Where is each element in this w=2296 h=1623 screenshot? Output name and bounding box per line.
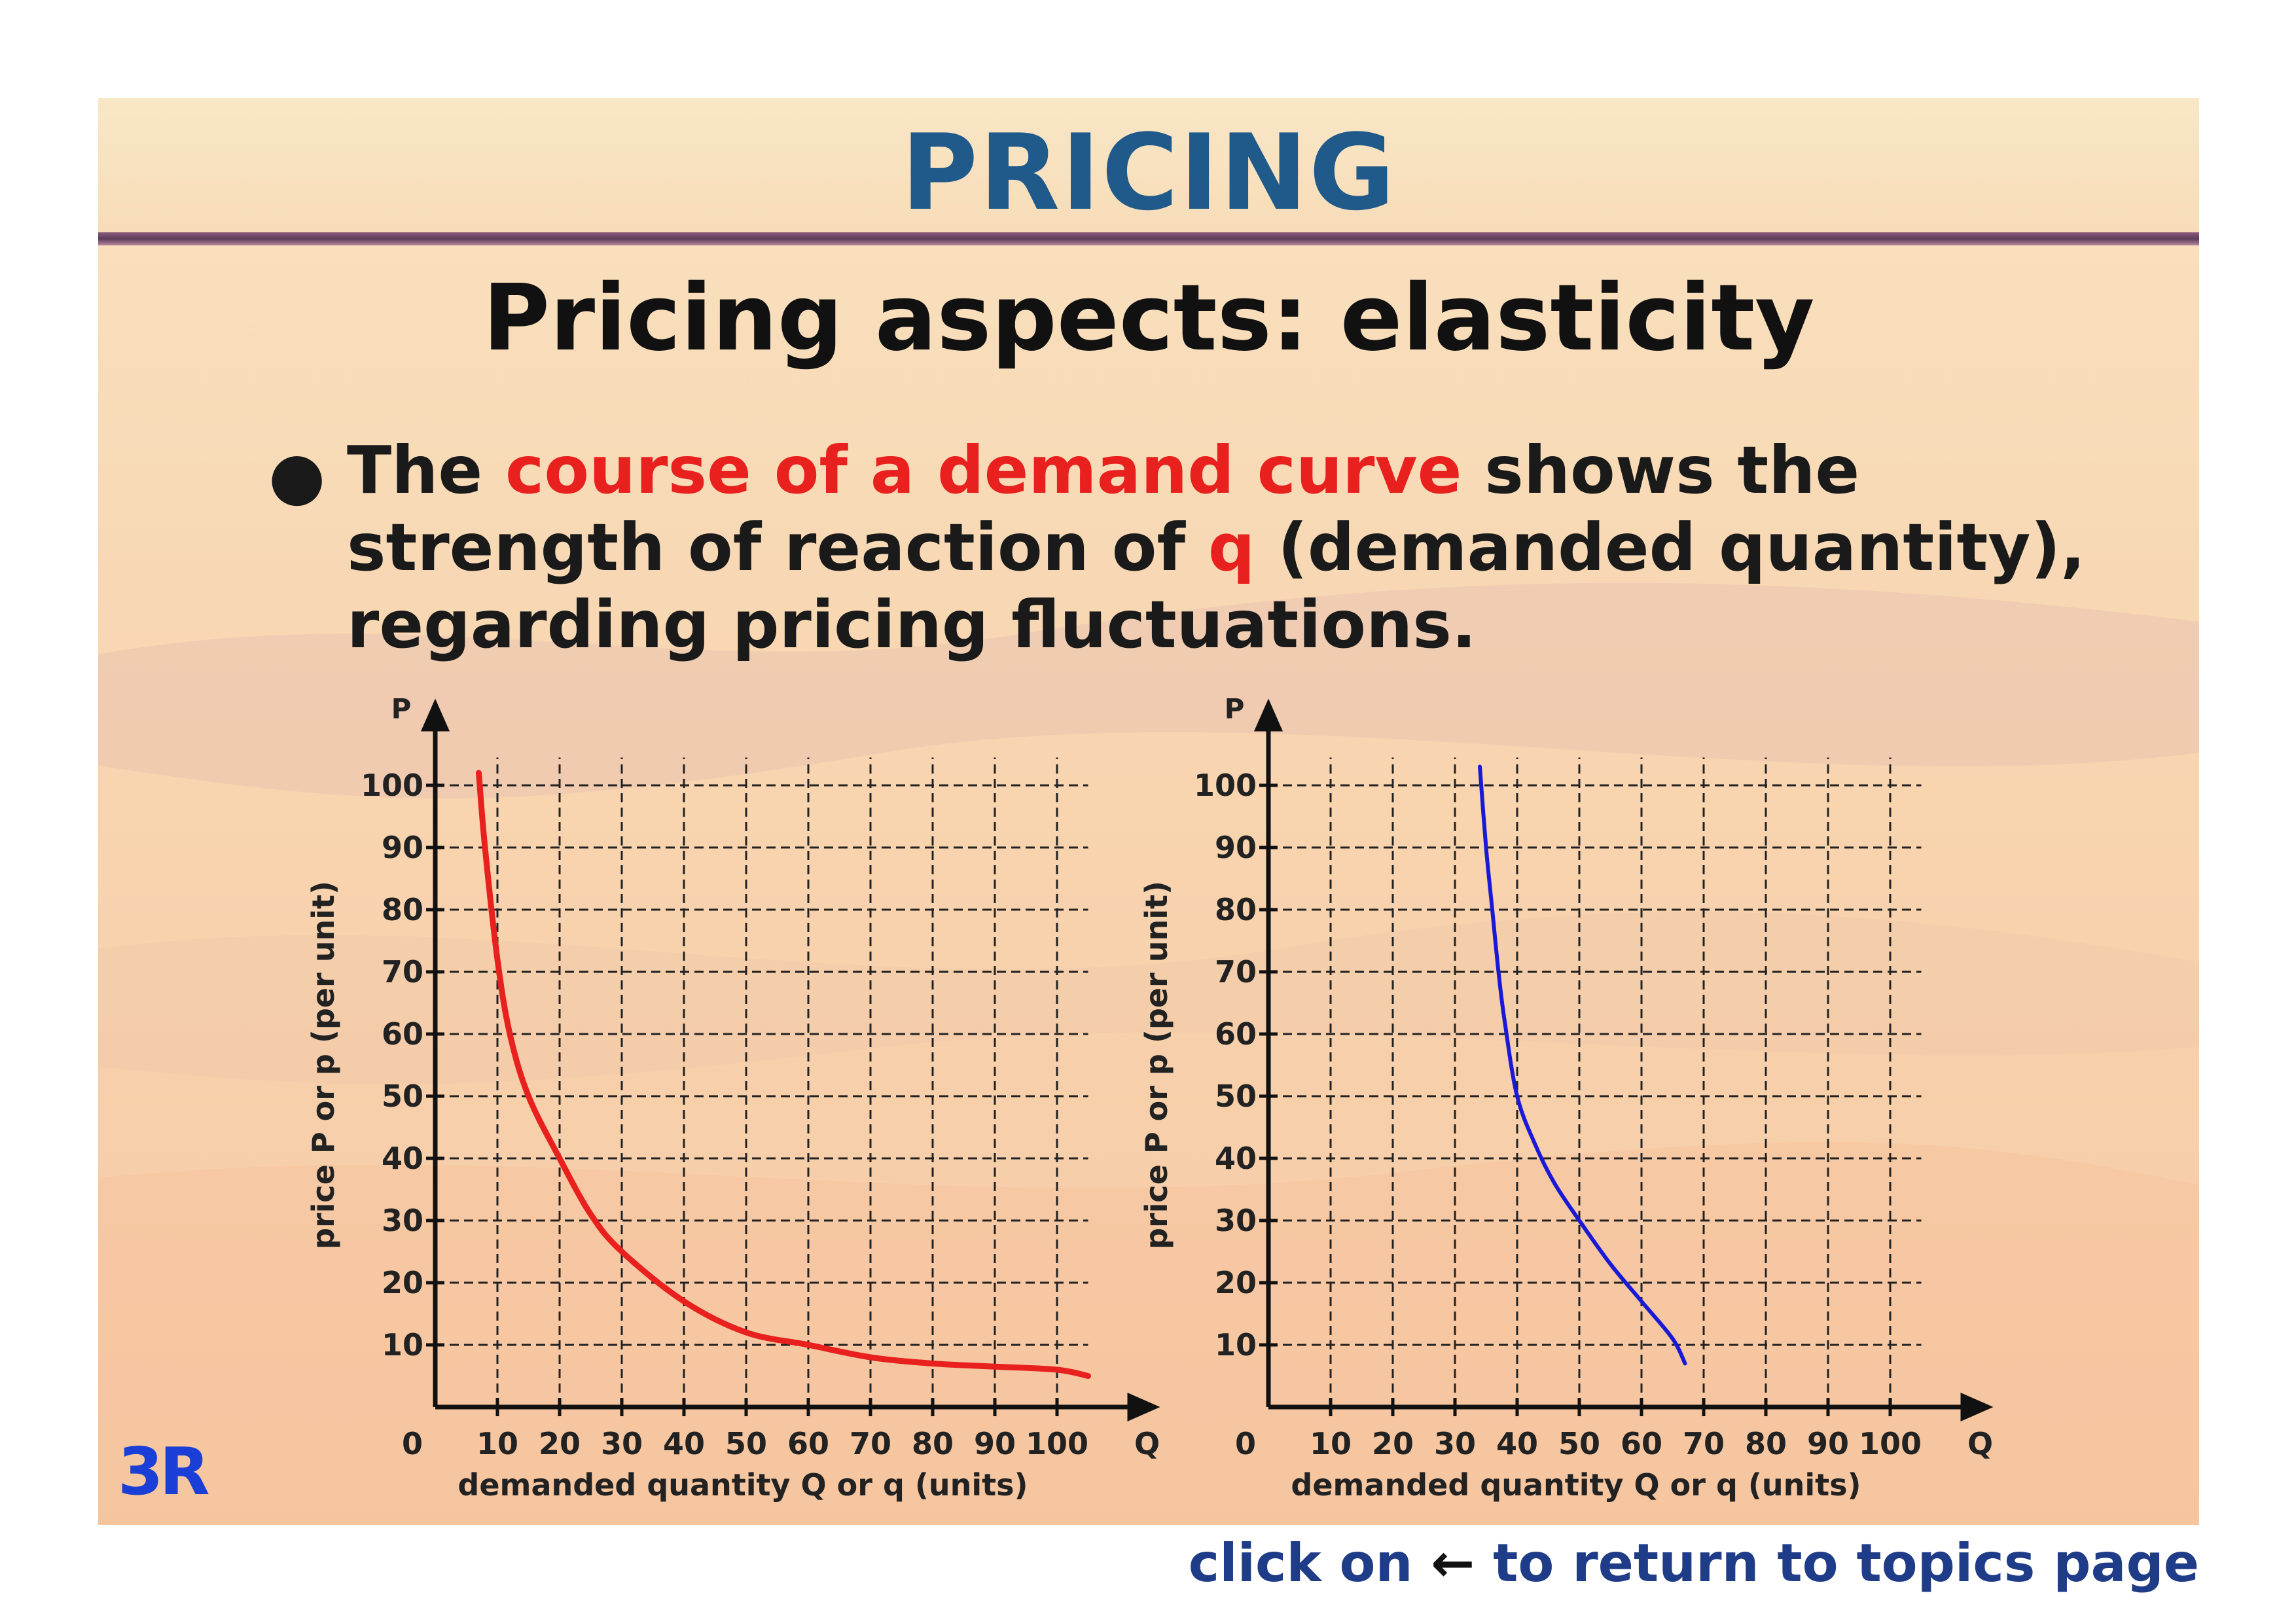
y-tick-label: 60 — [382, 1016, 423, 1052]
y-tick-label: 90 — [1215, 830, 1257, 865]
bullet-text-part1: The — [347, 432, 506, 508]
origin-label: 0 — [402, 1426, 423, 1461]
left-arrow-icon[interactable]: ← — [1431, 1533, 1475, 1594]
x-tick-label: 20 — [1372, 1426, 1414, 1461]
x-tick-label: 50 — [1558, 1426, 1600, 1461]
y-tick-label: 50 — [1215, 1079, 1257, 1114]
y-tick-label: 10 — [1215, 1327, 1257, 1363]
header-divider — [98, 232, 2199, 245]
x-tick-label: 60 — [1621, 1426, 1662, 1461]
x-tick-label: 20 — [539, 1426, 581, 1461]
bullet-text: The course of a demand curve shows the s… — [347, 432, 2179, 664]
company-logo: 3R — [118, 1433, 210, 1510]
x-tick-label: 70 — [850, 1426, 891, 1461]
x-tick-label: 60 — [787, 1426, 829, 1461]
y-axis-letter: P — [1225, 693, 1245, 725]
demand-curve-1 — [476, 770, 1091, 1379]
x-tick-label: 10 — [1310, 1426, 1352, 1461]
slide: PRICING Pricing aspects: elasticity ● Th… — [98, 98, 2199, 1525]
y-tick-label: 70 — [1215, 954, 1257, 990]
y-tick-label: 70 — [382, 954, 423, 990]
x-tick-label: 100 — [1026, 1426, 1088, 1461]
y-tick-label: 10 — [382, 1327, 423, 1363]
x-tick-label: 50 — [725, 1426, 767, 1461]
y-tick-label: 90 — [382, 830, 423, 865]
x-axis-letter: Q — [1134, 1426, 1160, 1461]
y-tick-label: 30 — [382, 1203, 423, 1238]
y-tick-label: 80 — [1215, 892, 1257, 927]
x-axis-title: demanded quantity Q or q (units) — [1291, 1467, 1861, 1503]
x-tick-label: 40 — [663, 1426, 705, 1461]
y-axis-title: price P or p (per unit) — [306, 881, 341, 1249]
x-tick-label: 80 — [1745, 1426, 1787, 1461]
x-tick-label: 90 — [1807, 1426, 1849, 1461]
charts-area: 10 20 30 40 50 60 70 80 90 1001020304050607080901… — [306, 693, 1994, 1503]
y-tick-label: 50 — [382, 1079, 423, 1114]
page-title: PRICING — [901, 111, 1397, 234]
bullet-dot-icon: ● — [268, 437, 326, 514]
footer-text-post: to return to topics page — [1475, 1533, 2199, 1594]
x-tick-label: 30 — [1434, 1426, 1476, 1461]
y-tick-label: 30 — [1215, 1203, 1257, 1238]
y-axis-title: price P or p (per unit) — [1139, 881, 1174, 1249]
background-waves — [98, 582, 2199, 1525]
y-tick-label: 100 — [1194, 768, 1257, 803]
x-tick-label: 70 — [1683, 1426, 1725, 1461]
y-axis-arrow-icon — [421, 698, 450, 732]
y-tick-label: 100 — [361, 768, 423, 803]
x-tick-label: 40 — [1496, 1426, 1538, 1461]
chart-2: 10 20 30 40 50 60 70 80 90 100 10 20 30 40 50 60 70 80 90 1… — [1139, 693, 1994, 1503]
y-axis-arrow-icon — [1254, 698, 1283, 732]
header-band — [98, 98, 2199, 237]
chart-1: 10 20 30 40 50 60 70 80 90 100 10 20 30 40 50 60 70 80 90 1… — [306, 693, 1160, 1503]
x-tick-label: 90 — [974, 1426, 1016, 1461]
x-tick-label: 100 — [1859, 1426, 1922, 1461]
x-axis-arrow-icon — [1960, 1393, 1994, 1421]
x-axis-letter: Q — [1967, 1426, 1993, 1461]
y-tick-label: 20 — [1215, 1265, 1257, 1300]
origin-label: 0 — [1235, 1426, 1256, 1461]
x-tick-label: 10 — [476, 1426, 518, 1461]
x-tick-label: 30 — [601, 1426, 643, 1461]
slide-subtitle: Pricing aspects: elasticity — [482, 265, 1815, 372]
bullet-text-part2: shows the strength of reaction of — [347, 432, 1860, 586]
y-tick-label: 40 — [1215, 1141, 1257, 1176]
bullet-highlight-demand-curve: course of a demand curve — [505, 432, 1462, 508]
y-axis-letter: P — [391, 693, 412, 725]
bullet-text-part3: (demanded quantity), regarding pricing f… — [347, 509, 2086, 663]
footer-text-pre: click on — [1188, 1533, 1431, 1594]
return-link[interactable]: click on ← to return to topics page — [1189, 1533, 2199, 1594]
demand-curve-2 — [1478, 764, 1687, 1366]
x-axis-arrow-icon — [1127, 1393, 1160, 1421]
y-tick-label: 80 — [382, 892, 423, 927]
x-tick-label: 80 — [912, 1426, 954, 1461]
y-tick-label: 40 — [382, 1141, 423, 1176]
bullet-highlight-q: q — [1208, 509, 1255, 586]
x-axis-title: demanded quantity Q or q (units) — [457, 1467, 1028, 1503]
y-tick-label: 60 — [1215, 1016, 1257, 1052]
y-tick-label: 20 — [382, 1265, 423, 1300]
